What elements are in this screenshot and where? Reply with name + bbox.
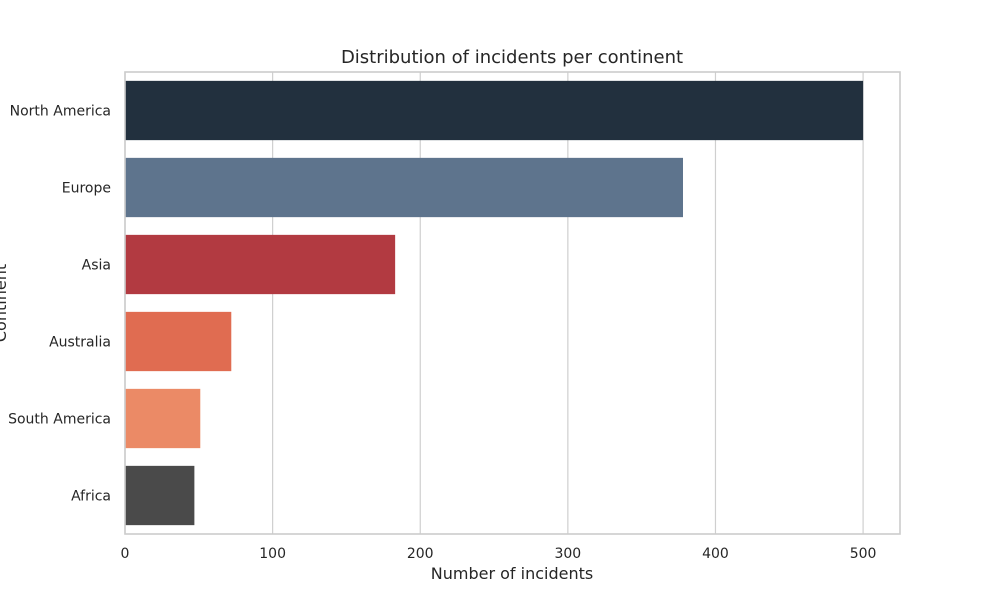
bar-asia — [125, 234, 396, 295]
bar-north-america — [125, 80, 864, 141]
bars — [125, 80, 864, 526]
bar-africa — [125, 465, 195, 526]
x-tick-label: 0 — [121, 546, 130, 562]
bar-australia — [125, 311, 232, 372]
y-axis-ticks: North America Europe Asia Australia South Am… — [8, 104, 111, 505]
x-axis-ticks: 0 100 200 300 400 500 — [121, 546, 877, 562]
y-tick-label: North America — [10, 104, 111, 120]
y-axis-label: Continent — [0, 264, 10, 342]
x-tick-label: 300 — [554, 546, 581, 562]
gridlines — [124, 72, 864, 534]
y-tick-label: Asia — [82, 258, 111, 274]
bar-south-america — [125, 388, 201, 449]
bar-europe — [125, 157, 683, 218]
chart-title: Distribution of incidents per continent — [341, 47, 683, 68]
y-tick-label: Africa — [71, 489, 111, 505]
x-tick-label: 200 — [407, 546, 434, 562]
x-tick-label: 100 — [259, 546, 286, 562]
y-tick-label: South America — [8, 412, 111, 428]
x-tick-label: 500 — [850, 546, 877, 562]
x-axis-label: Number of incidents — [431, 564, 593, 583]
y-tick-label: Europe — [62, 181, 111, 197]
y-tick-label: Australia — [49, 335, 111, 351]
plot-frame — [124, 71, 901, 535]
x-tick-label: 400 — [702, 546, 729, 562]
